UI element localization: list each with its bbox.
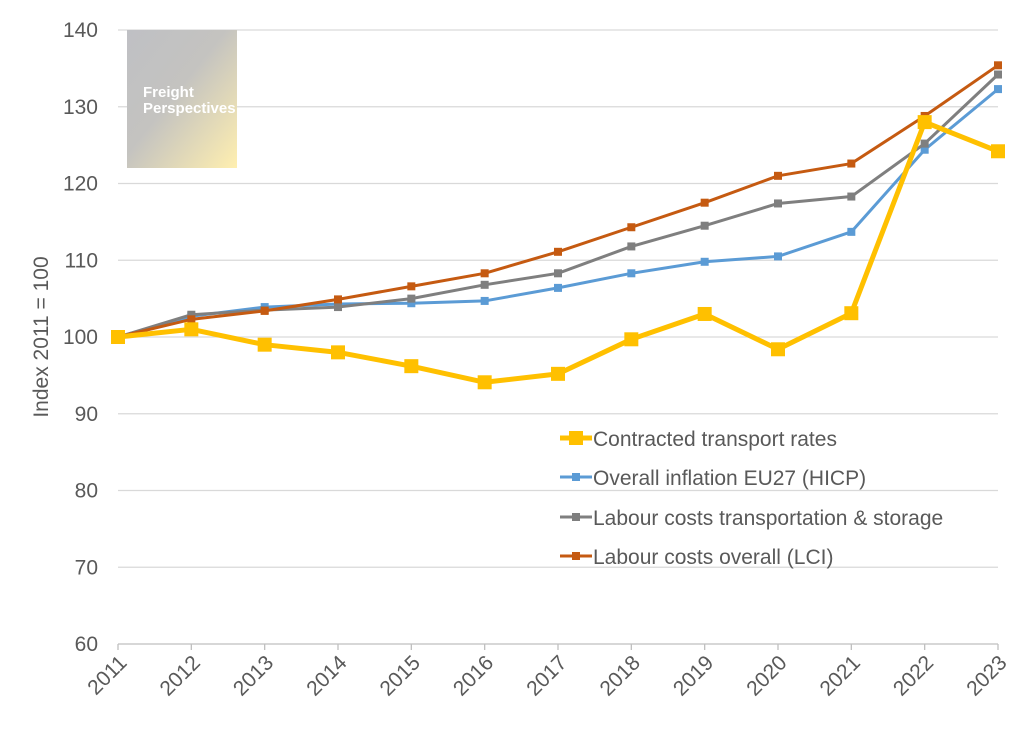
legend-item: Contracted transport rates bbox=[560, 428, 837, 451]
data-point bbox=[917, 115, 932, 130]
data-point bbox=[407, 282, 416, 291]
x-tick-label: 2013 bbox=[229, 651, 278, 700]
data-point bbox=[774, 252, 782, 261]
data-point bbox=[187, 310, 196, 319]
legend-label: Labour costs overall (LCI) bbox=[593, 546, 833, 569]
data-point bbox=[847, 192, 856, 201]
x-tick-label: 2023 bbox=[962, 651, 1011, 700]
x-tick-label: 2021 bbox=[816, 651, 865, 700]
data-point bbox=[404, 359, 419, 374]
y-tick-label: 110 bbox=[65, 249, 98, 272]
legend: Contracted transport rates Overall inflat… bbox=[560, 428, 943, 569]
y-axis-label: Index 2011 = 100 bbox=[30, 256, 53, 417]
series-labour-costs-overall-lci- bbox=[114, 61, 1002, 341]
x-tick-label: 2016 bbox=[449, 651, 498, 700]
logo-text-line1: Freight bbox=[143, 84, 194, 101]
data-point bbox=[554, 247, 562, 256]
x-tick-label: 2014 bbox=[302, 651, 352, 701]
legend-marker bbox=[572, 552, 580, 560]
data-point bbox=[994, 70, 1002, 79]
y-tick-label: 100 bbox=[63, 326, 98, 349]
x-tick-label: 2012 bbox=[156, 651, 205, 700]
logo: Freight Perspectives bbox=[127, 30, 237, 168]
data-point bbox=[331, 345, 345, 360]
series-labour-costs-transportation-storage bbox=[114, 70, 1002, 341]
series-line bbox=[117, 87, 999, 339]
data-point bbox=[700, 257, 709, 266]
series-line bbox=[117, 64, 999, 339]
legend-marker bbox=[569, 431, 583, 445]
data-point bbox=[697, 306, 712, 321]
data-point bbox=[187, 315, 196, 324]
y-tick-label: 60 bbox=[75, 633, 98, 656]
data-point bbox=[994, 61, 1002, 70]
data-point bbox=[184, 322, 199, 337]
y-tick-label: 140 bbox=[63, 19, 98, 42]
series-lines bbox=[111, 61, 1005, 390]
data-point bbox=[554, 269, 562, 278]
data-point bbox=[847, 227, 856, 236]
data-point bbox=[480, 280, 489, 289]
y-tick-label: 90 bbox=[75, 403, 98, 426]
logo-text-line2: Perspectives bbox=[143, 100, 236, 117]
data-point bbox=[260, 306, 269, 315]
data-point bbox=[920, 139, 929, 148]
data-point bbox=[257, 337, 272, 352]
gridlines bbox=[117, 29, 999, 650]
x-tick-label: 2019 bbox=[669, 651, 718, 700]
data-point bbox=[774, 171, 782, 180]
data-point bbox=[844, 306, 859, 321]
data-point bbox=[111, 330, 125, 344]
data-point bbox=[700, 198, 709, 207]
legend-item: Labour costs transportation & storage bbox=[560, 507, 943, 530]
x-tick-label: 2015 bbox=[376, 651, 425, 700]
legend-item: Labour costs overall (LCI) bbox=[560, 546, 833, 569]
data-point bbox=[407, 299, 416, 308]
data-point bbox=[627, 223, 636, 232]
data-point bbox=[771, 342, 785, 357]
x-tick-label: 2018 bbox=[596, 651, 645, 700]
data-point bbox=[551, 366, 565, 381]
x-tick-label: 2017 bbox=[522, 651, 571, 700]
y-axis-ticks: 60 70 80 90 100 110 120 130 140 bbox=[63, 19, 98, 656]
data-point bbox=[480, 296, 489, 305]
y-tick-label: 70 bbox=[75, 556, 98, 579]
data-point bbox=[477, 375, 492, 390]
data-point bbox=[994, 85, 1002, 94]
data-point bbox=[554, 283, 562, 292]
data-point bbox=[624, 332, 639, 347]
data-point bbox=[700, 221, 709, 230]
data-point bbox=[627, 242, 636, 251]
legend-marker bbox=[572, 513, 580, 521]
x-axis-ticks: 2011 2012 2013 2014 2015 2016 2017 2018 2019 2020… bbox=[83, 651, 1011, 701]
x-tick-label: 2011 bbox=[83, 651, 131, 699]
data-point bbox=[774, 199, 782, 208]
series-overall-inflation-eu27-hicp- bbox=[114, 85, 1002, 341]
legend-label: Contracted transport rates bbox=[593, 428, 837, 451]
legend-item: Overall inflation EU27 (HICP) bbox=[560, 467, 866, 490]
data-point bbox=[847, 159, 856, 168]
series-line bbox=[117, 73, 1000, 339]
data-point bbox=[991, 144, 1005, 159]
legend-label: Overall inflation EU27 (HICP) bbox=[593, 467, 866, 490]
y-tick-label: 120 bbox=[63, 173, 98, 196]
y-tick-label: 130 bbox=[63, 96, 98, 119]
x-tick-label: 2022 bbox=[889, 651, 938, 700]
data-point bbox=[920, 145, 929, 154]
data-point bbox=[627, 269, 636, 278]
data-point bbox=[407, 294, 416, 303]
x-tick-label: 2020 bbox=[742, 651, 791, 700]
data-point bbox=[334, 295, 342, 304]
series-contracted-transport-rates bbox=[111, 115, 1005, 390]
data-point bbox=[480, 269, 489, 278]
data-point bbox=[334, 303, 342, 312]
legend-marker bbox=[572, 473, 580, 481]
legend-label: Labour costs transportation & storage bbox=[593, 507, 943, 530]
y-tick-label: 80 bbox=[75, 480, 98, 503]
